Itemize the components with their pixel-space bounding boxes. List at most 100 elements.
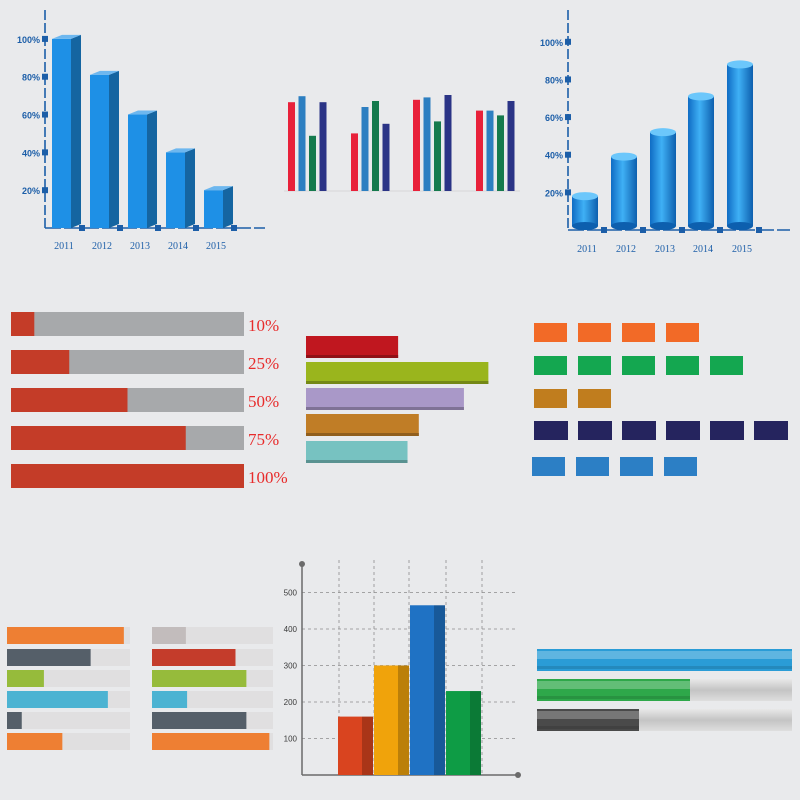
chart-cylinder-bar-top bbox=[572, 192, 598, 201]
chart-progress-label: 100% bbox=[248, 468, 288, 487]
chart-grouped-bar bbox=[413, 99, 420, 191]
chart-horizontal-bar-shadow bbox=[306, 407, 464, 410]
chart-grouped-bar bbox=[507, 101, 515, 191]
chart-grouped-bar bbox=[288, 102, 295, 191]
chart-pictogram-block bbox=[622, 323, 655, 342]
chart-horizontal-bar-shadow bbox=[306, 433, 419, 436]
chart-pictogram-block bbox=[578, 389, 611, 408]
chart-box-x-tick-label: 2014 bbox=[168, 241, 188, 252]
chart-glossy-highlight bbox=[537, 711, 639, 719]
chart-box-x-tick-mark bbox=[231, 225, 237, 231]
chart-box-y-tick-label: 100% bbox=[17, 35, 40, 45]
chart-cylinder-x-tick-mark bbox=[679, 227, 685, 233]
chart-progress-fill bbox=[11, 426, 186, 450]
chart-box-x-tick-label: 2015 bbox=[206, 241, 226, 252]
chart-cylinder-y-tick-label: 20% bbox=[545, 188, 563, 198]
chart-horizontal-bar-shadow bbox=[306, 460, 408, 463]
chart-pictogram-block bbox=[532, 457, 565, 476]
chart-grouped-bar bbox=[444, 95, 452, 191]
chart-track-left-track bbox=[7, 712, 130, 729]
chart-track-left-bar bbox=[7, 733, 63, 750]
chart-box-y-tick-mark bbox=[42, 187, 48, 194]
chart-cylinder-bar-base bbox=[572, 222, 598, 230]
chart-grouped-bar bbox=[298, 96, 306, 191]
chart-box-y-tick-label: 40% bbox=[22, 148, 40, 158]
chart-box-bar-side bbox=[223, 186, 233, 228]
chart-pictogram-block bbox=[534, 421, 568, 440]
chart-box-bar bbox=[204, 190, 223, 228]
chart-box-bar-side bbox=[185, 148, 195, 228]
chart-pictogram-block bbox=[576, 457, 609, 476]
chart-glossy-highlight bbox=[537, 651, 792, 659]
chart-box-bar bbox=[128, 114, 147, 228]
chart-pictogram-block bbox=[622, 421, 656, 440]
chart-glossy-highlight bbox=[537, 681, 690, 689]
chart-column-bar bbox=[446, 691, 470, 775]
chart-progress-fill bbox=[11, 388, 128, 412]
chart-cylinder-x-tick-label: 2014 bbox=[693, 244, 713, 255]
chart-box-bar bbox=[90, 74, 109, 228]
chart-pictogram-block bbox=[620, 457, 653, 476]
chart-cylinder-bar bbox=[727, 64, 753, 227]
chart-pictogram-block bbox=[534, 356, 567, 375]
chart-progress-fill bbox=[11, 350, 70, 374]
chart-pictogram-block bbox=[666, 323, 699, 342]
chart-cylinder-bar-base bbox=[611, 222, 637, 230]
chart-horizontal-bar bbox=[306, 336, 399, 358]
chart-column-y-tick-label: 100 bbox=[284, 735, 298, 744]
chart-column-y-tick-label: 400 bbox=[284, 625, 298, 634]
chart-column-bar bbox=[374, 665, 398, 775]
chart-glossy-fill bbox=[537, 709, 639, 731]
chart-box-bars: 20% 40% 60% 80% 100% 2011 2012 2013 2014 2015 bbox=[17, 10, 265, 252]
chart-pictogram-block bbox=[666, 356, 699, 375]
chart-box-y-tick-mark bbox=[42, 35, 48, 42]
chart-box-bar-top bbox=[128, 110, 157, 115]
chart-track-right-bar bbox=[152, 627, 186, 644]
chart-column-axis-cap bbox=[299, 561, 305, 567]
chart-box-x-tick-mark bbox=[155, 225, 161, 231]
chart-track-left-bar bbox=[7, 712, 22, 729]
chart-glossy-progress bbox=[537, 649, 792, 731]
chart-column-bar bbox=[338, 716, 362, 775]
chart-box-bar-top bbox=[166, 148, 195, 153]
chart-pictogram-block bbox=[578, 356, 611, 375]
chart-box-bar bbox=[166, 152, 185, 228]
chart-progress-label: 75% bbox=[248, 430, 279, 449]
chart-track-right-bar bbox=[152, 712, 247, 729]
chart-pictogram-block bbox=[710, 421, 744, 440]
chart-progress-fill bbox=[11, 312, 35, 336]
chart-horizontal-bar bbox=[306, 414, 419, 436]
chart-cylinder-y-tick-label: 80% bbox=[545, 75, 563, 85]
chart-box-y-tick-mark bbox=[42, 149, 48, 156]
chart-cylinder-bar-top bbox=[688, 92, 714, 101]
chart-grouped-bar bbox=[351, 133, 358, 191]
chart-cylinder-bar-base bbox=[688, 222, 714, 230]
chart-grouped-bar bbox=[372, 101, 379, 191]
chart-cylinder-x-tick-mark bbox=[717, 227, 723, 233]
chart-cylinder-x-tick-mark bbox=[756, 227, 762, 233]
chart-cylinder-y-tick-label: 100% bbox=[540, 38, 563, 48]
chart-cylinder-bar bbox=[650, 132, 676, 226]
chart-box-y-tick-label: 60% bbox=[22, 111, 40, 121]
chart-column-y-tick-label: 300 bbox=[284, 662, 298, 671]
chart-box-bar bbox=[52, 38, 71, 229]
chart-track-left-bar bbox=[7, 627, 124, 644]
chart-track-right-bar bbox=[152, 670, 247, 687]
chart-cylinder-bar bbox=[611, 156, 637, 226]
chart-track-right-bar bbox=[152, 649, 236, 666]
chart-progress-track bbox=[11, 312, 244, 336]
chart-glossy-fill bbox=[537, 649, 792, 671]
chart-box-y-tick-mark bbox=[42, 73, 48, 80]
chart-cylinder-x-tick-label: 2011 bbox=[577, 244, 597, 255]
chart-progress-fill bbox=[11, 464, 244, 488]
chart-grouped-bar bbox=[423, 97, 431, 191]
chart-grouped-bar bbox=[497, 115, 504, 191]
chart-grouped-bar bbox=[382, 123, 390, 191]
chart-track-bars-right bbox=[152, 627, 273, 750]
chart-cylinder-x-tick-label: 2012 bbox=[616, 244, 636, 255]
chart-box-bar-side bbox=[147, 110, 157, 228]
chart-track-bars-left bbox=[7, 627, 130, 750]
chart-box-x-tick-mark bbox=[193, 225, 199, 231]
chart-horizontal-bar bbox=[306, 441, 408, 463]
